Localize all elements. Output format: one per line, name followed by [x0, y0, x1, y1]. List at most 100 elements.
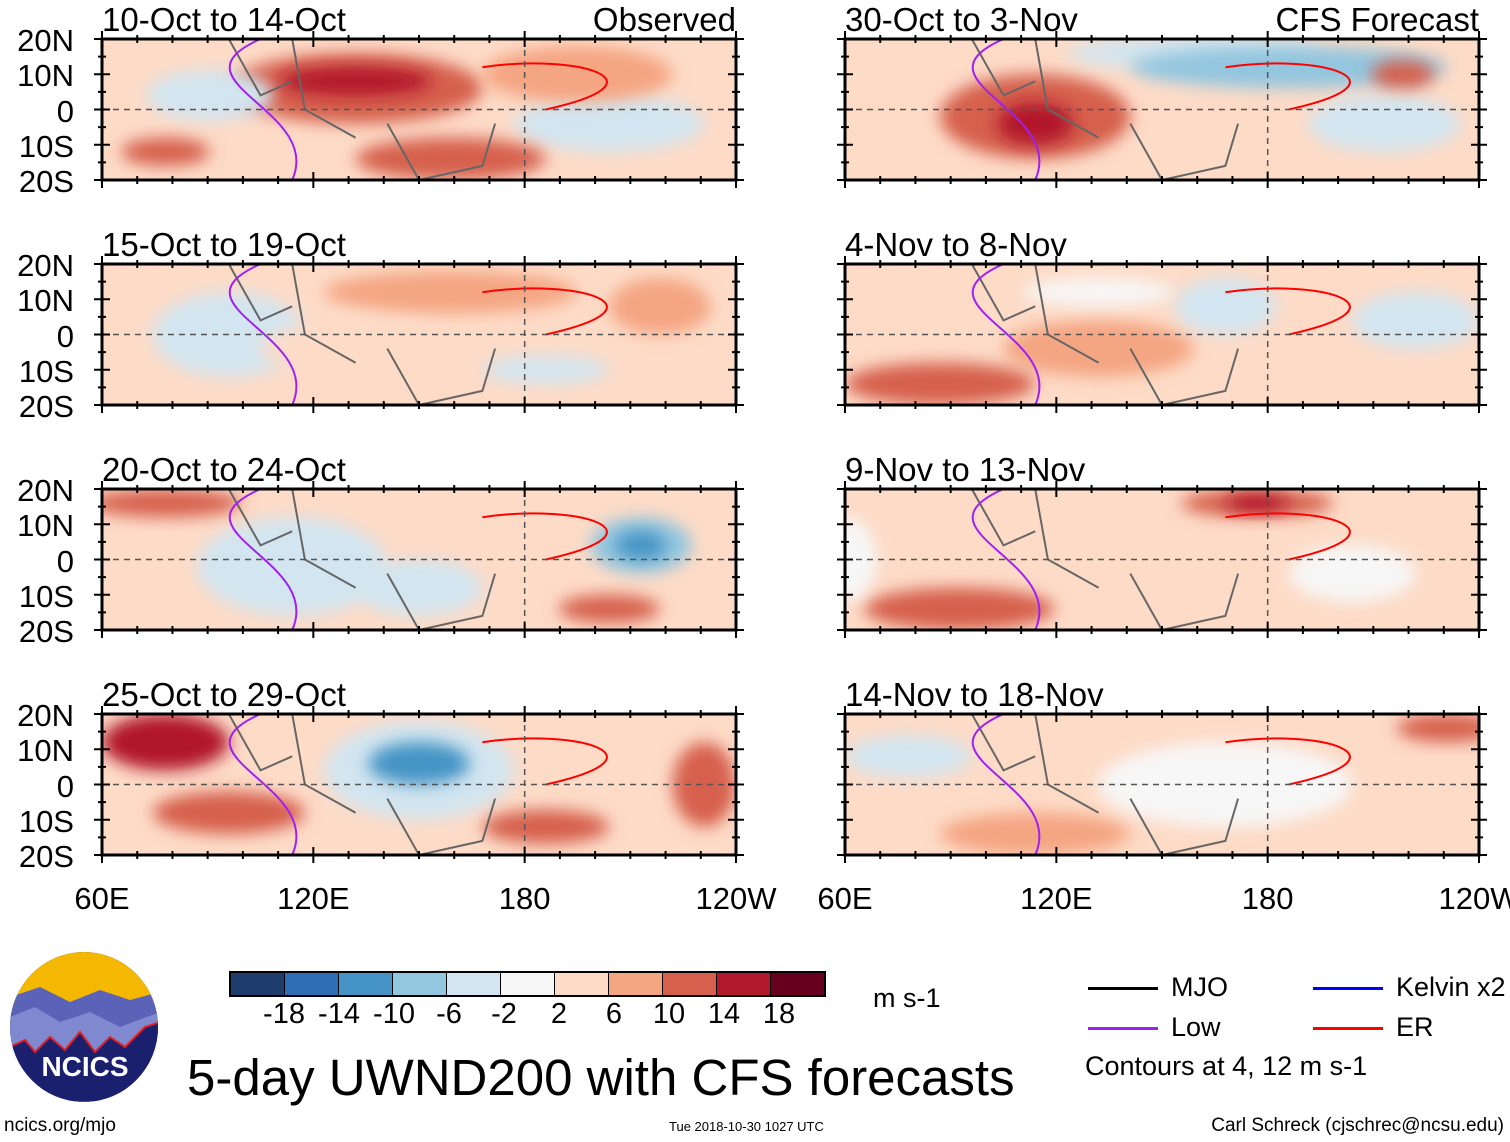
- lon-tick-label: 120E: [1020, 881, 1093, 916]
- map-panel: [837, 31, 1487, 188]
- anomaly-region: [121, 137, 210, 166]
- anomaly-region: [1352, 292, 1479, 349]
- colorbar-swatch: [447, 973, 501, 995]
- anomaly-region: [1174, 278, 1277, 335]
- ncics-logo: NCICS: [10, 952, 158, 1102]
- contour-er: [482, 737, 608, 786]
- anomaly-region: [152, 791, 305, 834]
- colorbar-label: -14: [318, 998, 360, 1030]
- anomaly-region: [609, 278, 711, 335]
- panel-title: 15-Oct to 19-Oct: [102, 226, 346, 263]
- colorbar-label: 6: [605, 998, 623, 1030]
- column-label: Observed: [592, 1, 736, 38]
- contour-er: [1225, 737, 1351, 786]
- lat-tick-label: 10S: [18, 353, 74, 389]
- anomaly-region: [482, 809, 610, 844]
- contour-low: [229, 39, 298, 180]
- footer-timestamp: Tue 2018-10-30 1027 UTC: [669, 1119, 824, 1134]
- contour-er: [482, 62, 608, 111]
- anomaly-region: [845, 735, 972, 778]
- footer-url[interactable]: ncics.org/mjo: [4, 1115, 116, 1136]
- lat-tick-label: 20S: [18, 164, 74, 199]
- lat-tick-label: 0: [56, 768, 74, 804]
- anomaly-region: [355, 137, 546, 180]
- lon-tick-label: 60E: [74, 881, 130, 916]
- anomaly-region: [146, 70, 274, 121]
- figure-title: 5-day UWND200 with CFS forecasts: [187, 1049, 1015, 1106]
- contour-low: [229, 264, 298, 405]
- contour-er: [1225, 287, 1351, 336]
- lon-tick-label: 120W: [1438, 881, 1510, 916]
- footer-author: Carl Schreck (cjschrec@ncsu.edu): [1211, 1115, 1504, 1136]
- anomaly-region: [1130, 46, 1448, 89]
- anomaly-region: [615, 531, 667, 560]
- contour-er: [1225, 62, 1351, 111]
- units-label: m s-1: [873, 983, 941, 1013]
- colorbar-label: -2: [491, 998, 517, 1030]
- anomaly-region: [1022, 278, 1175, 307]
- colorbar-swatch: [501, 973, 555, 995]
- lat-tick-label: 10S: [18, 578, 74, 614]
- colorbar-label: -10: [373, 998, 415, 1030]
- anomaly-region: [1098, 742, 1353, 827]
- column-label: CFS Forecast: [1275, 1, 1479, 38]
- panel-title: 4-Nov to 8-Nov: [845, 226, 1067, 263]
- lon-tick-label: 120W: [695, 881, 777, 916]
- contour-note: Contours at 4, 12 m s-1: [1085, 1051, 1368, 1081]
- lat-tick-label: 0: [56, 93, 74, 129]
- colorbar-swatch: [555, 973, 609, 995]
- map-panel: [94, 31, 744, 188]
- legend-label: Low: [1171, 1012, 1221, 1042]
- contour-er: [482, 512, 608, 561]
- anomaly-region: [279, 67, 432, 96]
- anomaly-region: [1371, 60, 1435, 89]
- anomaly-region: [482, 355, 610, 384]
- anomaly-region: [260, 320, 451, 377]
- lat-tick-label: 0: [56, 318, 74, 354]
- contour-low: [972, 39, 1041, 180]
- anomaly-region: [323, 271, 578, 314]
- anomaly-region: [672, 742, 736, 827]
- map-panel: [837, 256, 1487, 413]
- contour-er: [482, 287, 608, 336]
- panel-title: 20-Oct to 24-Oct: [102, 451, 346, 488]
- lon-tick-label: 180: [498, 881, 551, 916]
- legend-line: [1313, 987, 1383, 990]
- lat-tick-label: 20N: [17, 473, 74, 508]
- contour-low: [972, 264, 1041, 405]
- panel-title: 25-Oct to 29-Oct: [102, 676, 346, 713]
- lat-tick-label: 20N: [17, 698, 74, 733]
- panel-title: 10-Oct to 14-Oct: [102, 1, 346, 38]
- legend-label: MJO: [1171, 972, 1228, 1002]
- lat-tick-label: 10S: [18, 803, 74, 839]
- lat-tick-label: 20S: [18, 839, 74, 874]
- contour-er: [1225, 512, 1351, 561]
- anomaly-region: [482, 46, 673, 103]
- lat-tick-label: 20N: [17, 248, 74, 283]
- logo-text: NCICS: [41, 1051, 128, 1082]
- anomaly-region: [368, 742, 470, 785]
- lat-tick-label: 20N: [17, 23, 74, 58]
- lat-tick-label: 10N: [17, 733, 74, 769]
- map-panel: [94, 256, 744, 413]
- colorbar-label: 2: [550, 998, 568, 1030]
- legend-line: [1088, 1027, 1158, 1030]
- legend-label: ER: [1396, 1012, 1434, 1042]
- anomaly-region: [864, 587, 1055, 630]
- legend-label: Kelvin x2: [1396, 972, 1506, 1002]
- contour-low: [229, 489, 298, 630]
- lat-tick-label: 10N: [17, 508, 74, 544]
- anomaly-region: [558, 594, 660, 623]
- anomaly-region: [1225, 494, 1289, 512]
- map-panel: [94, 706, 744, 863]
- map-panel: [837, 481, 1487, 638]
- panel-title: 9-Nov to 13-Nov: [845, 451, 1086, 488]
- lat-tick-label: 20S: [18, 389, 74, 424]
- anomaly-region: [1003, 320, 1194, 377]
- anomaly-region: [845, 362, 1036, 405]
- panel-title: 30-Oct to 3-Nov: [845, 1, 1078, 38]
- colorbar-swatch: [663, 973, 717, 995]
- anomaly-region: [1396, 714, 1479, 743]
- anomaly-region: [355, 559, 483, 616]
- lat-tick-label: 10N: [17, 58, 74, 94]
